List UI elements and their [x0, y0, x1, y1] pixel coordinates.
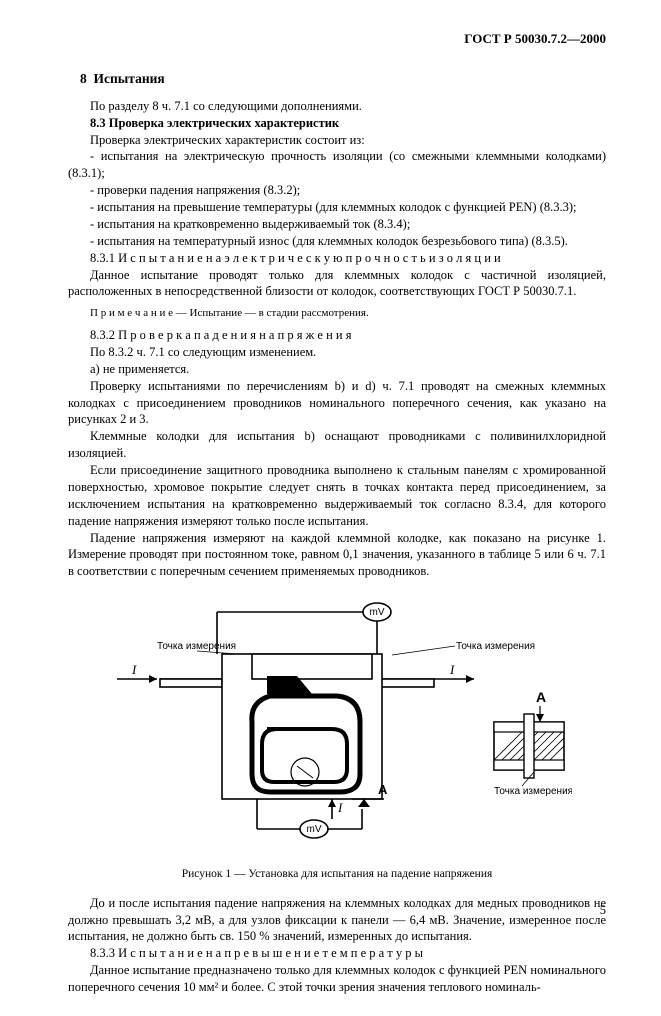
para-832f: Падение напряжения измеряют на каждой кл…: [68, 530, 606, 581]
para-832a: По 8.3.2 ч. 7.1 со следующим изменением.: [68, 344, 606, 361]
sub-8-3-2: 8.3.2 П р о в е р к а п а д е н и я н а …: [68, 327, 606, 344]
A-bottom: A: [378, 782, 388, 797]
A-top-right: A: [536, 689, 546, 705]
label-bottom-right: Точка измерения: [494, 786, 572, 797]
para-831: Данное испытание проводят только для кле…: [68, 267, 606, 301]
list-item-1: - испытания на электрическую прочность и…: [68, 148, 606, 182]
para-after-1: До и после испытания падение напряжения …: [68, 895, 606, 946]
para-832c: Проверку испытаниями по перечислениям b)…: [68, 378, 606, 429]
sub83-num: 8.3: [90, 116, 106, 130]
figure-caption: Рисунок 1 — Установка для испытания на п…: [68, 867, 606, 883]
para-intro: По разделу 8 ч. 7.1 со следующими дополн…: [68, 98, 606, 115]
page-number: 5: [600, 903, 606, 918]
mv-top: mV: [370, 607, 385, 618]
section-heading: 8 Испытания: [80, 70, 606, 88]
list-item-3: - испытания на превышение температуры (д…: [68, 199, 606, 216]
para-832d: Клеммные колодки для испытания b) оснаща…: [68, 428, 606, 462]
list-item-2: - проверки падения напряжения (8.3.2);: [68, 182, 606, 199]
label-right: Точка измерения: [456, 641, 535, 652]
list-item-4: - испытания на кратковременно выдерживае…: [68, 216, 606, 233]
I-right: I: [449, 662, 455, 677]
list-item-5: - испытания на температурный износ (для …: [68, 233, 606, 250]
para-833a: Данное испытание предназначено только дл…: [68, 962, 606, 996]
note-1: П р и м е ч а н и е — Испытание — в стад…: [68, 306, 606, 321]
sub-8-3: 8.3 Проверка электрических характеристик: [68, 115, 606, 132]
I-left: I: [131, 662, 137, 677]
figure-1: mV Точка измерения Точка измерения I I: [68, 594, 606, 859]
doc-code: ГОСТ Р 50030.7.2—2000: [68, 30, 606, 48]
sub-8-3-1: 8.3.1 И с п ы т а н и е н а э л е к т р …: [68, 250, 606, 267]
section-num: 8: [80, 71, 87, 86]
I-bottom: I: [337, 800, 343, 815]
para-832e: Если присоединение защитного проводника …: [68, 462, 606, 530]
para-832b: а) не применяется.: [68, 361, 606, 378]
sub83-title: Проверка электрических характеристик: [109, 116, 339, 130]
mv-bottom: mV: [307, 824, 322, 835]
sub-8-3-3: 8.3.3 И с п ы т а н и е н а п р е в ы ш …: [68, 945, 606, 962]
para-list-intro: Проверка электрических характеристик сос…: [68, 132, 606, 149]
label-left: Точка измерения: [157, 641, 236, 652]
section-view: [490, 714, 572, 778]
diagram-svg: mV Точка измерения Точка измерения I I: [102, 594, 572, 854]
section-title: Испытания: [94, 71, 165, 86]
